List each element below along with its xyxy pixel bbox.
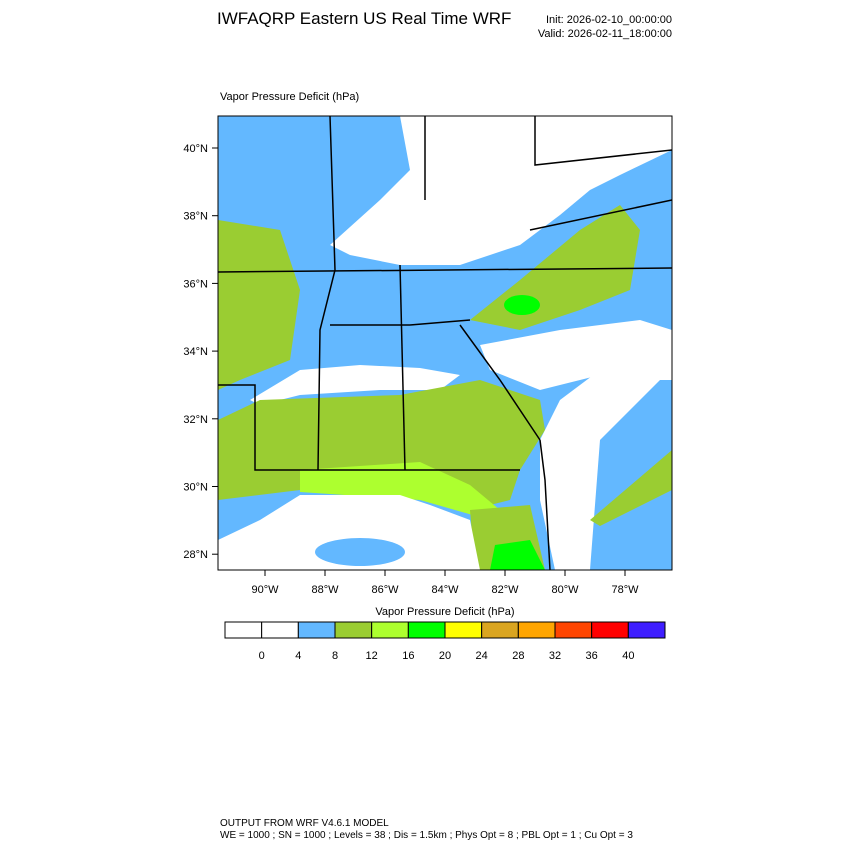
colorbar-title: Vapor Pressure Deficit (hPa): [375, 606, 514, 618]
colorbar-label: 12: [366, 650, 378, 662]
colorbar-label: 20: [439, 650, 451, 662]
colorbar-label: 0: [259, 650, 265, 662]
colorbar-label: 16: [402, 650, 414, 662]
lat-label: 36°N: [183, 278, 208, 290]
colorbar-box: [371, 621, 409, 639]
colorbar-box: [261, 621, 299, 639]
colorbar-box: [334, 621, 373, 639]
footer-line: OUTPUT FROM WRF V4.6.1 MODEL: [220, 818, 389, 829]
colorbar-box: [554, 621, 593, 639]
lon-label: 88°W: [311, 584, 339, 596]
colorbar-box: [224, 621, 263, 639]
lat-label: 30°N: [183, 482, 208, 494]
colorbar-label: 32: [549, 650, 561, 662]
colorbar-box: [444, 621, 483, 639]
lat-label: 28°N: [183, 549, 208, 561]
colorbar-label: 24: [476, 650, 488, 662]
footer-line: WE = 1000 ; SN = 1000 ; Levels = 38 ; Di…: [220, 830, 633, 841]
lat-label: 40°N: [183, 143, 208, 155]
colorbar-label: 4: [295, 650, 301, 662]
lon-label: 78°W: [611, 584, 639, 596]
lat-label: 34°N: [183, 346, 208, 358]
colorbar-box: [517, 621, 556, 639]
lon-label: 80°W: [551, 584, 579, 596]
lat-label: 38°N: [183, 211, 208, 223]
colorbar-label: 28: [512, 650, 524, 662]
valid-time: Valid: 2026-02-11_18:00:00: [538, 28, 672, 40]
lat-label: 32°N: [183, 414, 208, 426]
lon-label: 90°W: [251, 584, 279, 596]
title: IWFAQRP Eastern US Real Time WRF: [217, 9, 511, 28]
lon-label: 86°W: [371, 584, 399, 596]
colorbar-label: 40: [622, 650, 634, 662]
colorbar: 0 4 8 12 16 20 24 28 32 36 40: [224, 621, 666, 662]
lon-label: 84°W: [431, 584, 459, 596]
lon-label: 82°W: [491, 584, 519, 596]
colorbar-box: [297, 621, 336, 639]
map: [218, 116, 672, 570]
colorbar-label: 36: [586, 650, 598, 662]
colorbar-box: [591, 621, 629, 639]
colorbar-box: [407, 621, 446, 639]
colorbar-box: [481, 621, 519, 639]
map-label: Vapor Pressure Deficit (hPa): [220, 91, 359, 103]
init-time: Init: 2026-02-10_00:00:00: [546, 14, 672, 26]
colorbar-box: [627, 621, 666, 639]
colorbar-label: 8: [332, 650, 338, 662]
map-ticks: 40°N 38°N 36°N 34°N 32°N 30°N 28°N 90°W 88°W 86°W…: [183, 143, 639, 596]
